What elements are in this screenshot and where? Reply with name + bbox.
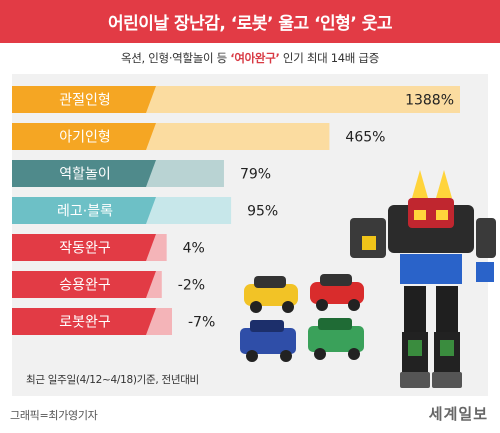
bar-label-block xyxy=(12,308,156,335)
bar-value-fill xyxy=(142,160,224,187)
value-label: 465% xyxy=(345,130,385,146)
subtitle-prefix: 옥션, 인형·역할놀이 등 xyxy=(121,51,231,65)
category-label: 레고·블록 xyxy=(57,204,113,220)
robot-toy-image xyxy=(350,170,496,388)
category-label: 아기인형 xyxy=(59,130,111,146)
bar-row: 작동완구 4% xyxy=(12,234,205,261)
footnote: 최근 일주일(4/12~4/18)기준, 전년대비 xyxy=(26,374,199,386)
category-label: 작동완구 xyxy=(59,241,111,257)
graphic-credit: 그래픽=최가영기자 xyxy=(10,409,98,422)
bar-value-fill xyxy=(142,197,232,224)
bar-value-fill xyxy=(142,123,330,150)
value-label: -2% xyxy=(178,278,205,294)
bar-row: 로봇완구 -7% xyxy=(12,308,215,335)
category-label: 승용완구 xyxy=(59,278,111,294)
bar-label-block xyxy=(12,234,156,261)
header-title: 어린이날 장난감, ‘로봇’ 울고 ‘인형’ 웃고 xyxy=(108,14,392,34)
bar-label-block xyxy=(12,197,156,224)
category-label: 역할놀이 xyxy=(59,167,111,183)
bar-row: 아기인형 465% xyxy=(12,123,385,150)
value-label: 4% xyxy=(183,241,205,257)
value-label: 95% xyxy=(247,204,278,220)
bar-row: 승용완구 -2% xyxy=(12,271,205,298)
value-label: -7% xyxy=(188,315,215,331)
bar-label-block xyxy=(12,86,156,113)
category-label: 로봇완구 xyxy=(59,315,111,331)
category-label: 관절인형 xyxy=(59,93,111,109)
value-label: 79% xyxy=(240,167,271,183)
bar-label-block xyxy=(12,271,156,298)
car-toy-images xyxy=(240,274,364,362)
newspaper-logo: 세계일보 xyxy=(428,405,488,423)
header-banner: 어린이날 장난감, ‘로봇’ 울고 ‘인형’ 웃고 xyxy=(0,0,500,43)
value-label: 1388% xyxy=(405,93,454,109)
bar-label-block xyxy=(12,160,156,187)
bar-label-block xyxy=(12,123,156,150)
bar-row: 레고·블록 95% xyxy=(12,197,278,224)
bar-row: 역할놀이 79% xyxy=(12,160,271,187)
subtitle-highlight: ‘여아완구’ xyxy=(230,51,280,65)
subtitle: 옥션, 인형·역할놀이 등 ‘여아완구’ 인기 최대 14배 급증 xyxy=(0,50,500,66)
bar-row: 관절인형 1388% xyxy=(12,86,460,113)
subtitle-suffix: 인기 최대 14배 급증 xyxy=(279,51,379,65)
bar-value-fill xyxy=(142,86,460,113)
